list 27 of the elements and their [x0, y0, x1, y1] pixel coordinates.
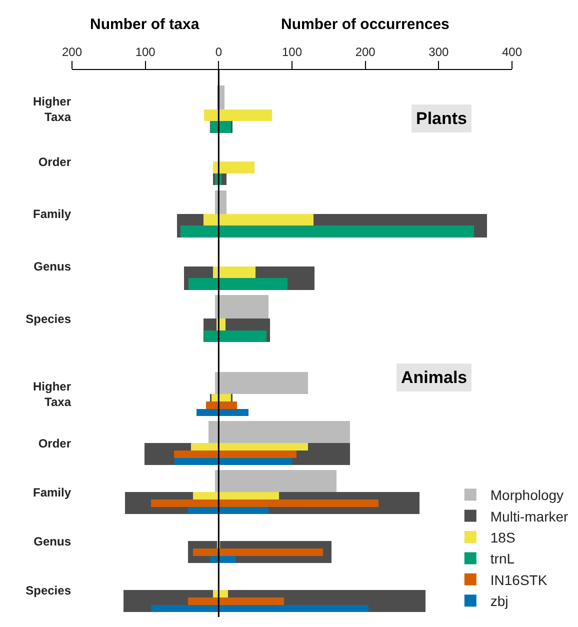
x-tick-label: 200 — [355, 45, 376, 60]
x-tick-label: 0 — [215, 45, 222, 60]
y-tick-label: Species — [26, 312, 72, 326]
y-tick-label: Higher Taxa — [32, 94, 72, 124]
y-tick-label: Species — [26, 583, 72, 598]
x-tick-label: 100 — [282, 45, 302, 60]
y-tick-label: Genus — [34, 534, 72, 548]
y-tick-label: Higher Taxa — [32, 379, 72, 410]
text: Plants — [416, 109, 468, 128]
legend-label: zbj — [490, 593, 508, 610]
x-tick-label: 400 — [502, 45, 522, 60]
x-tick-label: 100 — [135, 45, 156, 60]
x-tick-label: 200 — [62, 45, 82, 60]
text: Animals — [401, 368, 468, 387]
y-tick-label: Family — [32, 485, 72, 500]
y-tick-label: Genus — [34, 259, 72, 274]
legend-label: IN16STK — [490, 572, 548, 588]
x-axis-title: Number of occurrences — [281, 16, 450, 33]
y-tick-label: Order — [38, 436, 72, 450]
legend-label: Morphology — [490, 487, 564, 504]
text: Number of taxa — [90, 16, 200, 33]
legend-label: Multi-marker — [490, 508, 569, 524]
legend-label: trnL — [490, 550, 515, 567]
y-tick-label: Order — [38, 154, 72, 169]
legend-label: 18S — [490, 529, 516, 546]
x-tick-label: 300 — [428, 45, 449, 60]
y-tick-label: Family — [32, 207, 72, 222]
